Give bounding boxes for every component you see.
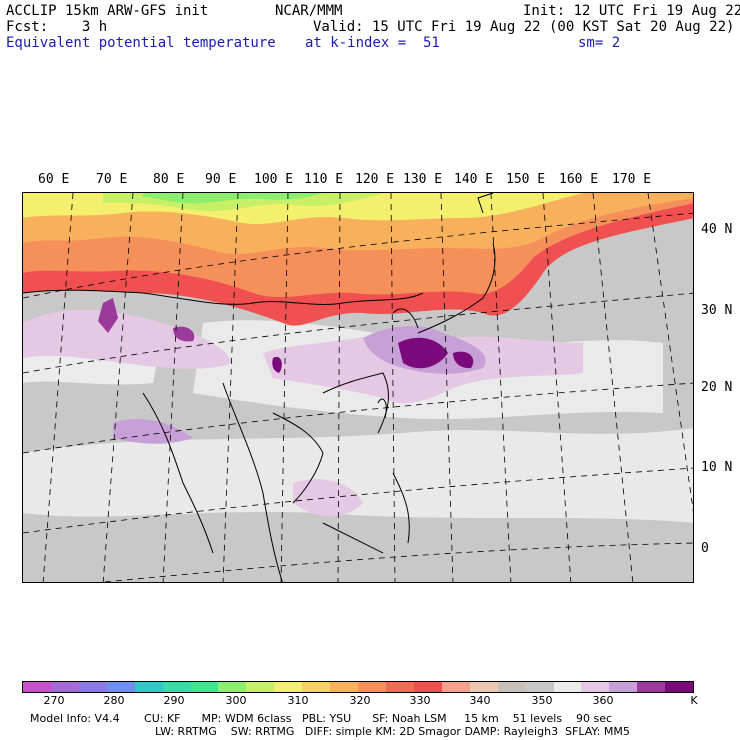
colorbar-swatch xyxy=(50,682,79,692)
lon-label: 90 E xyxy=(205,172,237,187)
lat-label: 40 N xyxy=(701,222,733,237)
lat-label: 0 xyxy=(701,541,709,556)
field-name: Equivalent potential temperature xyxy=(6,35,276,51)
colorbar-swatch xyxy=(358,682,386,692)
graticule xyxy=(23,193,693,582)
colorbar-tick: 270 xyxy=(43,694,65,707)
lon-label: 160 E xyxy=(559,172,599,187)
colorbar-tick: 360 xyxy=(592,694,614,707)
colorbar xyxy=(22,681,694,693)
colorbar-tick: 280 xyxy=(103,694,125,707)
colorbar-swatch xyxy=(134,682,163,692)
physics-info: LW: RRTMG SW: RRTMG DIFF: simple KM: 2D … xyxy=(155,725,630,738)
colorbar-swatch xyxy=(637,682,666,692)
colorbar-swatch xyxy=(553,682,582,692)
theta-e-map xyxy=(22,192,694,583)
lat-label: 10 N xyxy=(701,460,733,475)
lon-label: 80 E xyxy=(153,172,185,187)
colorbar-swatch xyxy=(581,682,610,692)
valid-time: Valid: 15 UTC Fri 19 Aug 22 (00 KST Sat … xyxy=(313,19,735,35)
colorbar-tick: 330 xyxy=(409,694,431,707)
cool-band xyxy=(143,193,323,204)
map-field xyxy=(23,193,693,582)
lon-label: 150 E xyxy=(506,172,546,187)
colorbar-swatch xyxy=(609,682,638,692)
lat-label: 20 N xyxy=(701,380,733,395)
high-theta-max xyxy=(272,356,282,373)
colorbar-swatch xyxy=(413,682,442,692)
colorbar-swatch xyxy=(525,682,554,692)
init-time: Init: 12 UTC Fri 19 Aug 22 xyxy=(523,3,740,19)
colorbar-tick: 350 xyxy=(531,694,553,707)
high-theta-region xyxy=(23,309,233,369)
colorbar-swatch xyxy=(23,682,51,692)
colorbar-swatch xyxy=(218,682,247,692)
high-theta-max xyxy=(398,337,448,369)
lon-label: 120 E xyxy=(355,172,395,187)
model-info: Model Info: V4.4 CU: KF MP: WDM 6class P… xyxy=(30,712,613,725)
lon-label: 70 E xyxy=(96,172,128,187)
colorbar-swatch xyxy=(302,682,331,692)
lon-label: 110 E xyxy=(304,172,344,187)
level-label: at k-index = 51 xyxy=(305,35,440,51)
lon-label: 130 E xyxy=(403,172,443,187)
colorbar-swatch xyxy=(246,682,275,692)
colorbar-swatch xyxy=(106,682,135,692)
lon-label: 60 E xyxy=(38,172,70,187)
colorbar-swatch xyxy=(441,682,470,692)
colorbar-swatch xyxy=(78,682,107,692)
model-title: ACCLIP 15km ARW-GFS init xyxy=(6,3,209,19)
colorbar-tick: 320 xyxy=(349,694,371,707)
colorbar-tick: 340 xyxy=(469,694,491,707)
high-theta-region xyxy=(113,418,193,444)
institution-label: NCAR/MMM xyxy=(275,3,343,19)
colorbar-swatch xyxy=(469,682,498,692)
forecast-hour: Fcst: 3 h xyxy=(6,19,108,35)
high-theta-core xyxy=(98,298,118,333)
smoothing-label: sm= 2 xyxy=(578,35,621,51)
lat-label: 30 N xyxy=(701,303,733,318)
colorbar-tick: 290 xyxy=(163,694,185,707)
colorbar-swatch xyxy=(497,682,526,692)
colorbar-swatch xyxy=(190,682,219,692)
colorbar-unit: K xyxy=(690,694,698,707)
high-theta-max xyxy=(453,351,474,369)
lon-label: 170 E xyxy=(612,172,652,187)
lon-label: 140 E xyxy=(454,172,494,187)
colorbar-tick: 310 xyxy=(287,694,309,707)
colorbar-swatch xyxy=(385,682,414,692)
lon-label: 100 E xyxy=(254,172,294,187)
high-theta-core xyxy=(173,326,195,342)
high-theta-region xyxy=(293,479,363,517)
colorbar-tick: 300 xyxy=(225,694,247,707)
colorbar-swatch xyxy=(665,682,694,692)
colorbar-swatch xyxy=(330,682,359,692)
colorbar-swatch xyxy=(162,682,191,692)
colorbar-swatch xyxy=(274,682,303,692)
coastlines xyxy=(23,193,496,582)
